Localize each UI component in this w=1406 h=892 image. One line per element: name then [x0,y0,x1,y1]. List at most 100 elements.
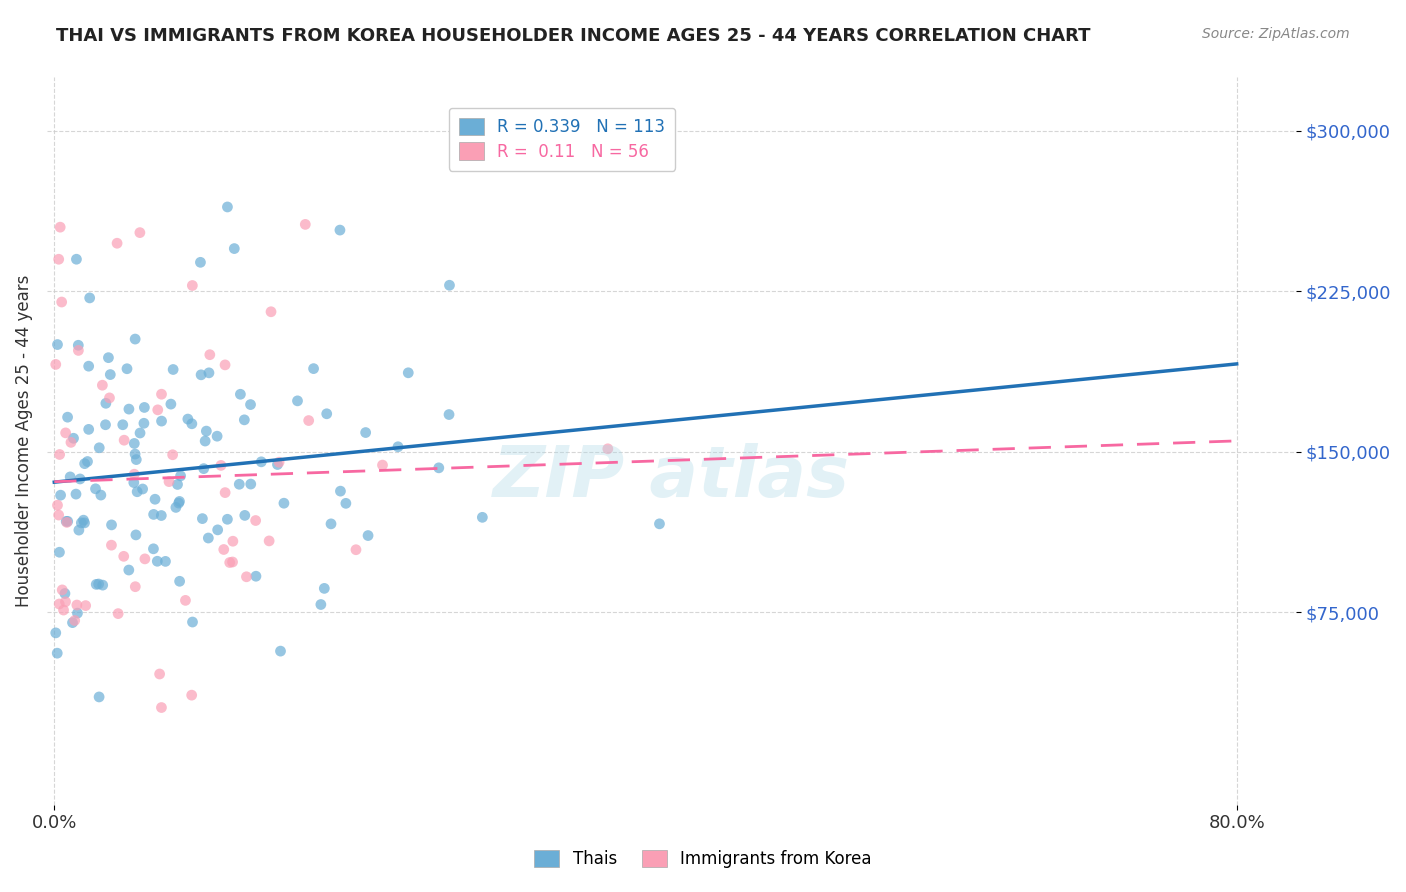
Point [191,511,214,525]
Point [162,448,184,462]
Point [190,368,212,382]
Point [46,337,69,351]
Point [427,460,450,475]
Point [77,359,100,374]
Point [157,475,180,489]
Point [59,435,82,450]
Point [124,580,146,594]
Point [315,407,337,421]
Point [122,475,145,490]
Point [55,425,77,440]
Point [207,523,229,537]
Point [648,516,671,531]
Point [371,458,394,472]
Point [49,488,72,502]
Point [134,401,156,415]
Point [127,484,149,499]
Point [217,200,239,214]
Point [53,586,76,600]
Point [65,487,87,501]
Point [214,358,236,372]
Point [62,431,84,445]
Point [197,531,219,545]
Point [89,441,111,455]
Point [46,498,69,512]
Point [596,442,619,456]
Point [91,378,114,392]
Point [181,278,204,293]
Point [190,255,212,269]
Point [218,556,240,570]
Point [165,500,187,515]
Point [224,242,246,256]
Point [129,425,152,440]
Point [198,348,221,362]
Point [142,541,165,556]
Point [84,482,107,496]
Point [146,402,169,417]
Point [221,555,243,569]
Point [166,477,188,491]
Point [214,485,236,500]
Point [48,508,70,522]
Point [314,582,336,596]
Point [51,582,73,597]
Point [67,338,90,352]
Point [97,351,120,365]
Point [65,252,87,267]
Point [169,494,191,508]
Point [45,358,67,372]
Point [287,393,309,408]
Point [73,457,96,471]
Point [273,496,295,510]
Point [260,305,283,319]
Point [66,598,89,612]
Point [134,552,156,566]
Point [217,512,239,526]
Point [46,646,69,660]
Point [235,570,257,584]
Point [105,236,128,251]
Point [146,554,169,568]
Point [195,424,218,438]
Point [56,514,79,528]
Point [118,563,141,577]
Point [354,425,377,440]
Point [169,574,191,589]
Point [239,477,262,491]
Point [48,448,70,462]
Point [357,528,380,542]
Point [233,413,256,427]
Point [55,515,77,529]
Point [55,595,77,609]
Point [155,554,177,568]
Point [319,516,342,531]
Point [298,413,321,427]
Point [169,468,191,483]
Legend: R = 0.339   N = 113, R =  0.11   N = 56: R = 0.339 N = 113, R = 0.11 N = 56 [449,108,675,170]
Point [63,614,86,628]
Point [112,549,135,564]
Point [150,414,173,428]
Point [51,295,73,310]
Point [98,391,121,405]
Point [98,368,121,382]
Point [294,218,316,232]
Point [49,220,72,235]
Point [198,366,221,380]
Point [124,436,146,450]
Point [52,603,75,617]
Point [125,528,148,542]
Point [87,577,110,591]
Point [162,362,184,376]
Point [335,496,357,510]
Point [302,361,325,376]
Point [84,577,107,591]
Point [245,569,267,583]
Point [62,615,84,630]
Point [77,422,100,436]
Point [48,545,70,559]
Point [90,488,112,502]
Point [142,508,165,522]
Point [111,417,134,432]
